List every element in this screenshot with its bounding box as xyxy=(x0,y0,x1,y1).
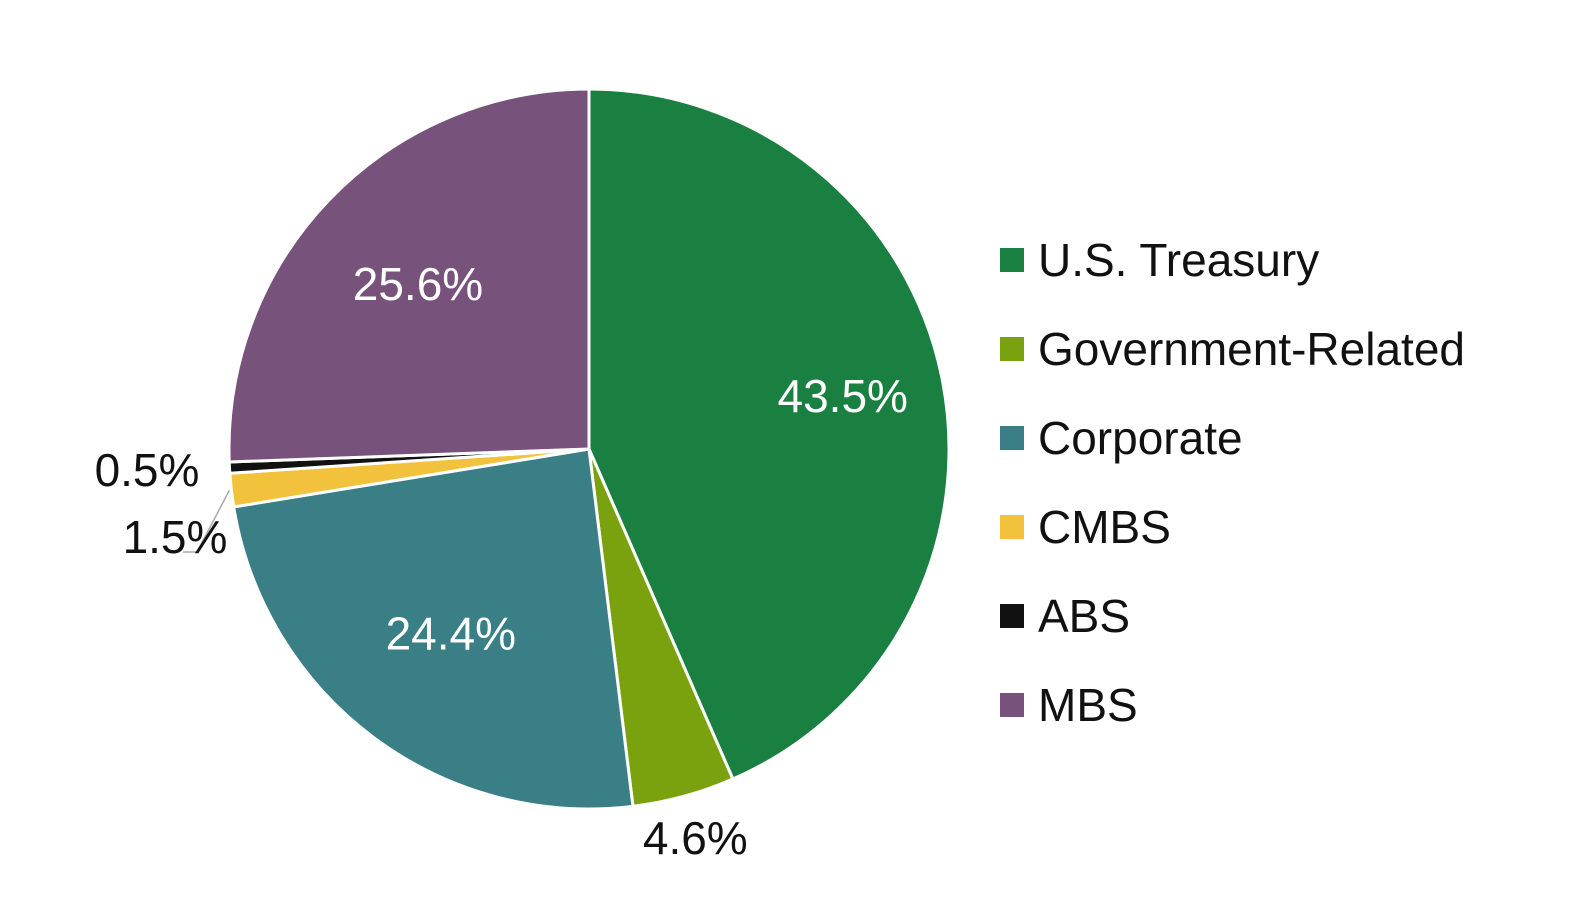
legend-swatch-mbs xyxy=(1000,692,1024,717)
legend-label-cmbs: CMBS xyxy=(1038,500,1171,553)
pie-slice-u-s-treasury xyxy=(587,87,951,781)
legend-label-us-treasury: U.S. Treasury xyxy=(1038,233,1320,286)
legend-label-government-related: Government-Related xyxy=(1038,322,1465,375)
legend-item-mbs: MBS xyxy=(1000,660,1465,749)
pie-slice-mbs xyxy=(227,87,591,464)
leader-line-cmbs xyxy=(183,490,231,553)
legend-swatch-us-treasury xyxy=(1000,247,1024,272)
legend-swatch-corporate xyxy=(1000,425,1024,450)
data-label-u-s-treasury: 43.5% xyxy=(778,370,908,422)
data-label-abs: 0.5% xyxy=(95,444,200,496)
legend: U.S. Treasury Government-Related Corpora… xyxy=(1000,215,1465,749)
legend-item-cmbs: CMBS xyxy=(1000,482,1465,571)
legend-item-government-related: Government-Related xyxy=(1000,304,1465,393)
legend-label-mbs: MBS xyxy=(1038,678,1138,731)
data-label-corporate: 24.4% xyxy=(386,607,516,659)
pie-slice-corporate xyxy=(232,447,635,811)
legend-label-corporate: Corporate xyxy=(1038,411,1243,464)
data-label-mbs: 25.6% xyxy=(353,258,483,310)
data-label-cmbs: 1.5% xyxy=(123,511,228,563)
legend-label-abs: ABS xyxy=(1038,589,1131,642)
legend-swatch-cmbs xyxy=(1000,514,1024,539)
legend-swatch-abs xyxy=(1000,603,1024,628)
legend-swatch-government-related xyxy=(1000,336,1024,361)
legend-item-us-treasury: U.S. Treasury xyxy=(1000,215,1465,304)
data-label-government-related: 4.6% xyxy=(643,812,748,864)
legend-item-corporate: Corporate xyxy=(1000,393,1465,482)
legend-item-abs: ABS xyxy=(1000,571,1465,660)
